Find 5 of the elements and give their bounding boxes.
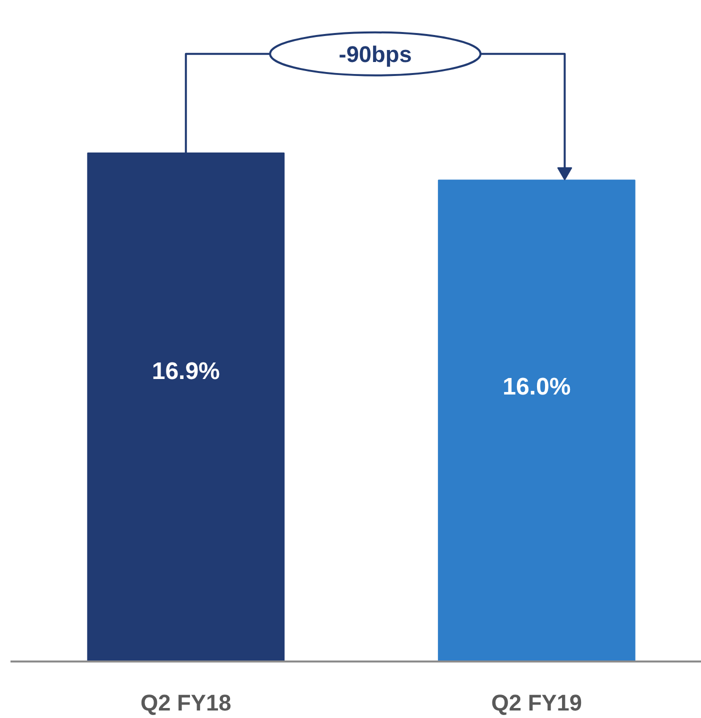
data-label: 16.0% [502, 374, 571, 401]
x-tick-label: Q2 FY19 [491, 690, 582, 716]
data-label: 16.9% [152, 358, 220, 386]
text: -90bps [338, 40, 412, 67]
x-tick-label: Q2 FY18 [140, 690, 232, 716]
